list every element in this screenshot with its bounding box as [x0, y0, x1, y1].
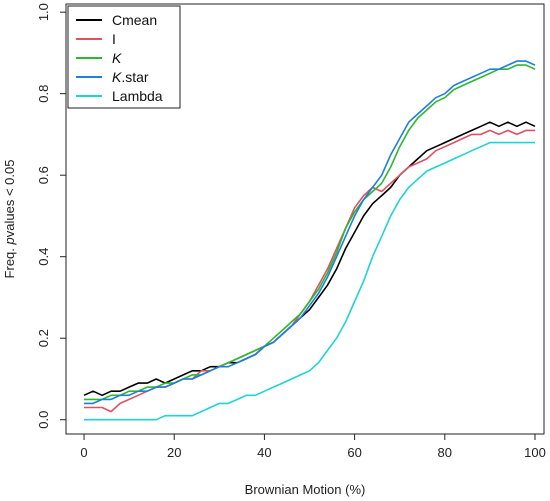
- legend-label: K.star: [112, 69, 149, 85]
- y-axis: 0.0 0.2 0.4 0.6 0.8 1.0: [36, 3, 67, 429]
- series-line-i: [84, 129, 535, 413]
- x-tick-label: 80: [438, 445, 452, 460]
- legend-label: Lambda: [112, 88, 163, 104]
- y-tick-label: 0.2: [36, 329, 51, 347]
- y-tick-label: 0.0: [36, 411, 51, 429]
- series-layer: [83, 60, 536, 421]
- x-tick-label: 100: [524, 445, 546, 460]
- series-line-k: [84, 64, 536, 401]
- y-tick-label: 0.8: [36, 85, 51, 103]
- x-tick-label: 20: [167, 445, 181, 460]
- x-tick-label: 60: [347, 445, 361, 460]
- y-tick-label: 0.6: [36, 166, 51, 184]
- x-tick-label: 40: [257, 445, 271, 460]
- y-axis-title: Freq. pvalues < 0.05: [2, 160, 17, 279]
- series-line-k-star: [84, 60, 536, 405]
- y-tick-label: 0.4: [36, 248, 51, 266]
- series-line-lambda: [84, 141, 535, 421]
- legend-label: I: [112, 31, 116, 47]
- series-line-cmean: [83, 121, 536, 397]
- legend-label: Cmean: [112, 12, 157, 28]
- x-axis: 0 20 40 60 80 100: [80, 433, 546, 460]
- legend-label: K: [112, 50, 122, 66]
- x-tick-label: 0: [80, 445, 87, 460]
- x-axis-title: Brownian Motion (%): [245, 482, 366, 497]
- y-tick-label: 1.0: [36, 3, 51, 21]
- legend: Cmean IK K.star Lambda: [67, 5, 181, 109]
